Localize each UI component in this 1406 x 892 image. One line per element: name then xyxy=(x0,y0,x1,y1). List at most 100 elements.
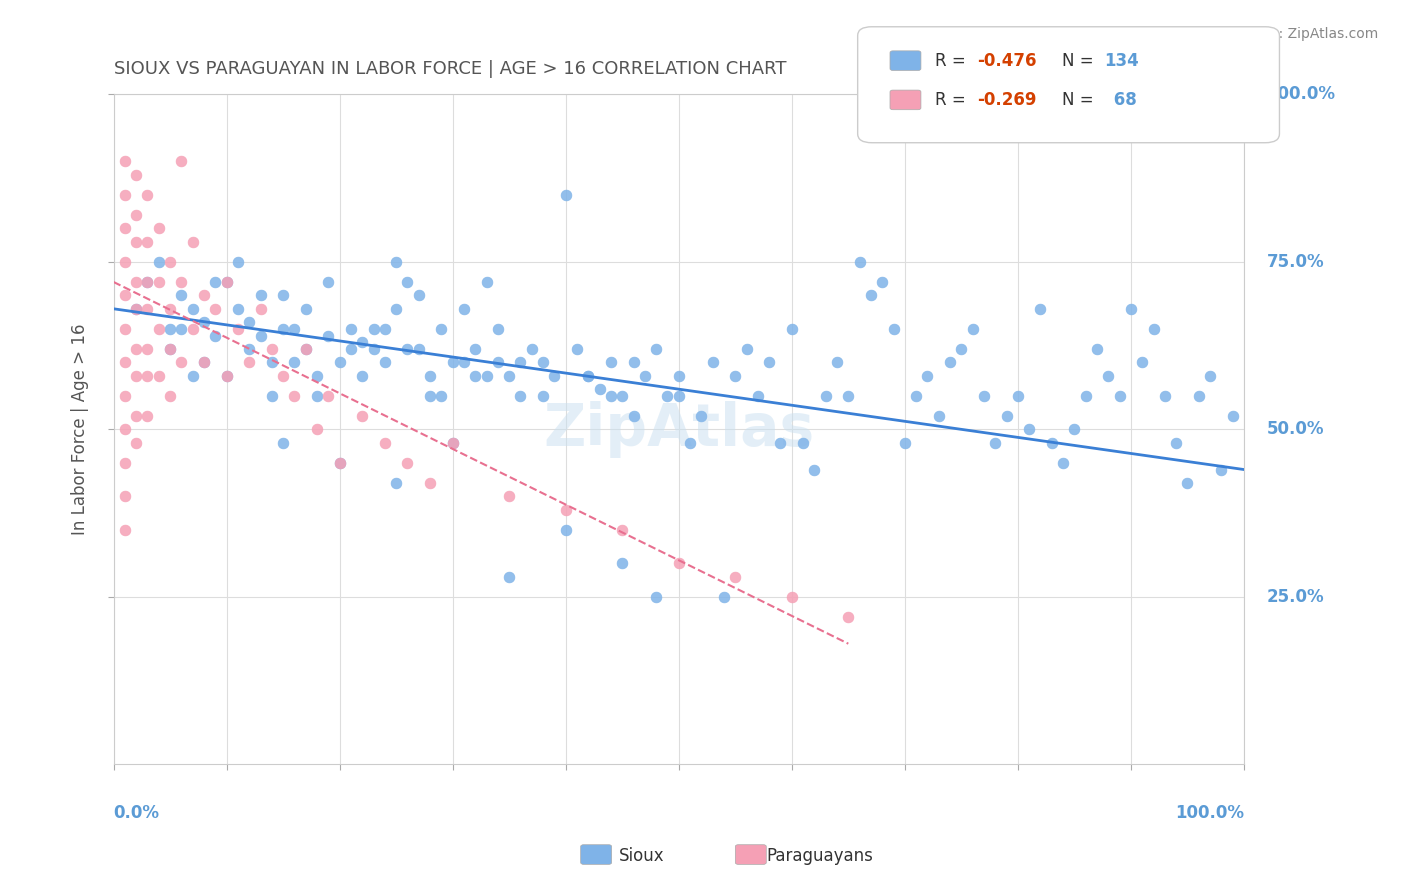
Point xyxy=(486,322,509,336)
Point xyxy=(612,523,634,537)
Point xyxy=(668,389,690,403)
Text: 25.0%: 25.0% xyxy=(1267,588,1324,606)
Text: 50.0%: 50.0% xyxy=(1267,420,1324,438)
Point xyxy=(114,355,136,369)
Point xyxy=(634,368,657,383)
Point xyxy=(600,389,623,403)
Text: 100.0%: 100.0% xyxy=(1175,805,1244,822)
Point xyxy=(181,322,204,336)
Point xyxy=(136,342,159,356)
Text: 100.0%: 100.0% xyxy=(1267,86,1336,103)
Point xyxy=(928,409,950,423)
Point xyxy=(329,355,352,369)
Point xyxy=(837,389,859,403)
Point xyxy=(430,322,453,336)
Point xyxy=(294,301,316,316)
Point xyxy=(114,523,136,537)
Point xyxy=(181,235,204,249)
Point xyxy=(1108,389,1130,403)
Point xyxy=(294,342,316,356)
Point xyxy=(769,435,792,450)
Point xyxy=(318,275,340,289)
Point xyxy=(193,315,215,329)
Point xyxy=(554,523,576,537)
Point xyxy=(1040,435,1063,450)
Text: R =: R = xyxy=(935,52,972,70)
Point xyxy=(215,368,238,383)
Point xyxy=(1153,389,1175,403)
Point xyxy=(114,255,136,269)
Point xyxy=(1142,322,1164,336)
Point xyxy=(271,368,294,383)
Point xyxy=(136,301,159,316)
Point xyxy=(226,301,249,316)
Point xyxy=(576,368,599,383)
Point xyxy=(1166,435,1188,450)
Point xyxy=(486,355,509,369)
Point xyxy=(283,322,305,336)
Point xyxy=(148,221,170,235)
Point xyxy=(724,570,747,584)
Point xyxy=(1074,389,1097,403)
Point xyxy=(531,355,554,369)
Point xyxy=(136,275,159,289)
Text: Sioux: Sioux xyxy=(619,847,664,865)
Point xyxy=(1052,456,1074,470)
Point xyxy=(136,368,159,383)
Point xyxy=(125,301,148,316)
Point xyxy=(114,422,136,436)
Point xyxy=(385,301,408,316)
Point xyxy=(125,275,148,289)
Point xyxy=(973,389,995,403)
Text: SIOUX VS PARAGUAYAN IN LABOR FORCE | AGE > 16 CORRELATION CHART: SIOUX VS PARAGUAYAN IN LABOR FORCE | AGE… xyxy=(114,60,786,78)
Point xyxy=(870,275,893,289)
Point xyxy=(962,322,984,336)
Point xyxy=(260,389,283,403)
Point xyxy=(430,389,453,403)
Point xyxy=(408,288,430,302)
Point xyxy=(374,322,396,336)
Point xyxy=(125,208,148,222)
Text: R =: R = xyxy=(935,91,972,109)
Point xyxy=(136,235,159,249)
Point xyxy=(159,342,181,356)
Point xyxy=(612,389,634,403)
Point xyxy=(226,322,249,336)
Point xyxy=(419,475,441,490)
Point xyxy=(441,355,464,369)
Point xyxy=(780,590,803,604)
Point xyxy=(724,368,747,383)
Point xyxy=(114,188,136,202)
Point xyxy=(848,255,870,269)
Point xyxy=(271,322,294,336)
Point xyxy=(576,368,599,383)
Text: ZipAtlas: ZipAtlas xyxy=(543,401,814,458)
Text: Paraguayans: Paraguayans xyxy=(766,847,873,865)
Point xyxy=(894,435,917,450)
Text: -0.269: -0.269 xyxy=(977,91,1036,109)
Point xyxy=(318,328,340,343)
Point xyxy=(1085,342,1108,356)
Point xyxy=(702,355,724,369)
Point xyxy=(475,275,498,289)
Point xyxy=(238,342,260,356)
Point xyxy=(363,322,385,336)
Point xyxy=(159,255,181,269)
Point xyxy=(170,154,193,169)
Point xyxy=(939,355,962,369)
Point xyxy=(193,288,215,302)
Point xyxy=(645,342,668,356)
Point xyxy=(419,368,441,383)
Point xyxy=(859,288,882,302)
Point xyxy=(747,389,769,403)
Text: N =: N = xyxy=(1062,52,1098,70)
Point xyxy=(385,475,408,490)
Point xyxy=(657,389,679,403)
Point xyxy=(148,255,170,269)
Point xyxy=(668,368,690,383)
Point xyxy=(136,275,159,289)
Point xyxy=(1119,301,1142,316)
Point xyxy=(352,335,374,350)
Point xyxy=(159,322,181,336)
Point xyxy=(408,342,430,356)
